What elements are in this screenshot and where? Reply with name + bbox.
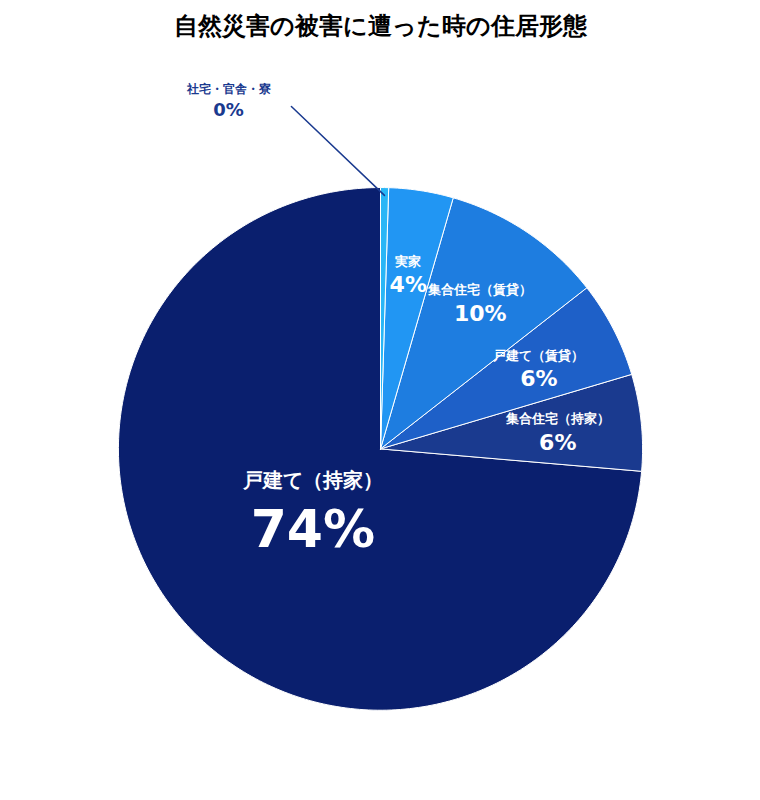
svg-text:戸建て（持家）: 戸建て（持家）: [242, 468, 383, 492]
svg-text:集合住宅（持家）: 集合住宅（持家）: [505, 411, 610, 426]
svg-text:0%: 0%: [213, 99, 244, 120]
svg-text:4%: 4%: [390, 272, 427, 297]
svg-text:74%: 74%: [251, 499, 375, 559]
svg-text:6%: 6%: [539, 430, 576, 455]
svg-text:戸建て（賃貸）: 戸建て（賃貸）: [492, 348, 584, 363]
svg-text:6%: 6%: [520, 366, 557, 391]
svg-text:実家: 実家: [394, 254, 421, 269]
svg-text:社宅・官舎・寮: 社宅・官舎・寮: [186, 82, 271, 96]
svg-text:10%: 10%: [454, 301, 507, 326]
html-text:自然災害の被害に遭った時の住居形態: 自然災害の被害に遭った時の住居形態: [173, 12, 587, 40]
svg-text:集合住宅（賃貸）: 集合住宅（賃貸）: [427, 282, 532, 297]
